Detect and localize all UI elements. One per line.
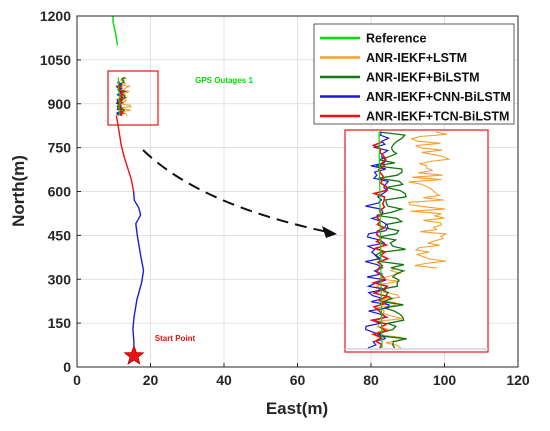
x-axis-label: East(m) (266, 399, 328, 418)
zoom-arrow-head (322, 226, 337, 238)
trajectory-blue-segment (132, 191, 145, 356)
legend-box (313, 23, 515, 125)
x-tick-label: 40 (216, 372, 232, 388)
trajectory-red-segment (115, 115, 135, 192)
inset-reference-line (378, 131, 383, 349)
y-tick-label: 150 (48, 315, 72, 331)
inset-frame (344, 129, 489, 353)
x-tick-label: 60 (290, 372, 306, 388)
inset-bilstm-line (374, 131, 407, 349)
y-axis-label: North(m) (9, 155, 28, 227)
outage-reference-line (117, 77, 121, 116)
start-star (123, 344, 145, 365)
annotation-start-point: Start Point (155, 334, 196, 343)
legend-label: ANR-IEKF+LSTM (366, 51, 467, 65)
y-tick-label: 1200 (40, 8, 71, 24)
zoom-arrow (142, 149, 329, 233)
y-tick-label: 600 (48, 184, 72, 200)
outage-highlight-box (107, 70, 159, 126)
inset-lstm-line (407, 131, 451, 269)
legend-label: ANR-IEKF+BiLSTM (366, 71, 480, 85)
legend: Reference ANR-IEKF+LSTM ANR-IEKF+BiLSTM ANR… (313, 23, 515, 125)
zoom-inset (344, 129, 489, 353)
x-tick-label: 120 (506, 372, 530, 388)
x-ticks: 0 20 40 60 80 100 120 (73, 363, 530, 388)
legend-label: ANR-IEKF+TCN-BiLSTM (366, 110, 509, 124)
x-tick-label: 20 (143, 372, 159, 388)
legend-label: ANR-IEKF+CNN-BiLSTM (366, 90, 511, 104)
y-tick-label: 300 (48, 271, 72, 287)
series-layer (112, 16, 145, 356)
y-tick-label: 0 (63, 359, 71, 375)
legend-label: Reference (366, 32, 426, 46)
trajectory-reference-segment (112, 16, 119, 46)
start-point-star-icon (123, 344, 145, 365)
y-tick-label: 900 (48, 96, 72, 112)
y-ticks: 0 150 300 450 600 750 900 1050 1200 (40, 8, 81, 375)
y-tick-label: 750 (48, 140, 72, 156)
y-tick-label: 1050 (40, 52, 71, 68)
outage-tcn-bilstm-line (116, 83, 125, 117)
y-tick-label: 450 (48, 227, 72, 243)
x-tick-label: 100 (433, 372, 457, 388)
annotation-gps-outages: GPS Outages 1 (195, 76, 253, 85)
x-tick-label: 0 (73, 372, 81, 388)
x-tick-label: 80 (363, 372, 379, 388)
